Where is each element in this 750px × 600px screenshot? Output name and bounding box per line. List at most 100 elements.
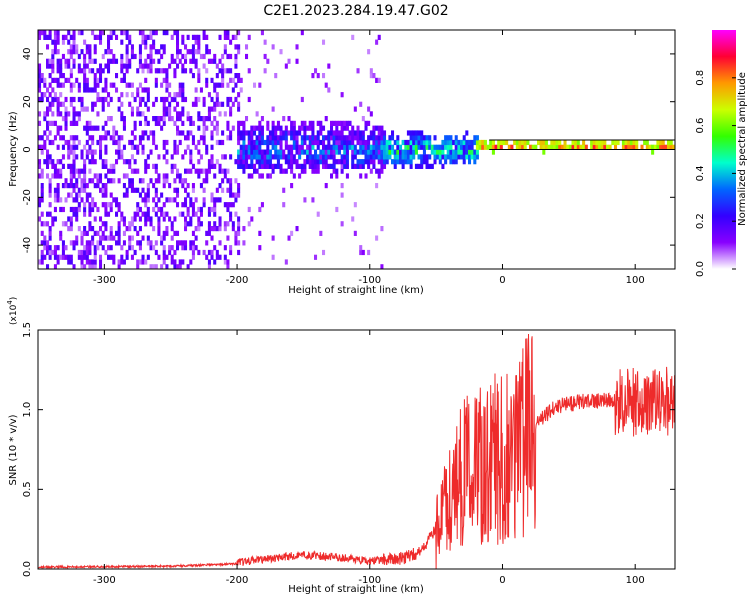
spectrogram-cell [117, 106, 121, 112]
spectrogram-cell [274, 130, 278, 136]
spectrogram-cell [380, 125, 384, 131]
spectrogram-cell [170, 163, 174, 169]
spectrogram-cell [197, 116, 201, 122]
spectrogram-cell [234, 211, 238, 217]
spectrogram-cell [157, 254, 161, 260]
spectrogram-cell [178, 49, 182, 55]
spectrogram-cell [72, 183, 76, 189]
spectrogram-cell [391, 149, 395, 155]
spectrogram-cell [552, 144, 556, 150]
spectrogram-cell [77, 30, 81, 36]
spectrogram-cell [80, 68, 84, 74]
spectrogram-cell [64, 197, 68, 203]
spectrogram-cell [64, 116, 68, 122]
spectrogram-cell [290, 149, 294, 155]
spectrogram-cell [64, 221, 68, 227]
spectrogram-cell [452, 149, 456, 155]
spectrogram-cell [88, 68, 92, 74]
spectrogram-cell [75, 44, 79, 50]
spectrogram-cell [412, 149, 416, 155]
spectrogram-cell [199, 154, 203, 160]
spectrogram-cell [229, 53, 233, 60]
spectrogram-cell [449, 135, 453, 141]
spectrogram-cell [85, 106, 89, 112]
spectrogram-cell [322, 139, 326, 146]
spectrogram-cell [367, 163, 371, 169]
spectrogram-cell [292, 120, 296, 126]
spectrogram-cell [109, 245, 113, 251]
spectrogram-cell [306, 154, 310, 160]
spectrogram-cell [213, 206, 217, 213]
spectrogram-cell [205, 125, 209, 131]
spectrogram-cell [104, 173, 108, 179]
spectrogram-cell [88, 264, 92, 269]
spectrogram-cell [207, 249, 211, 256]
spectrogram-cell [396, 154, 400, 160]
spectrogram-cell [162, 216, 166, 222]
spectrogram-cell [107, 49, 111, 55]
spectrogram-cell [221, 154, 225, 160]
spectrogram-cell [385, 159, 389, 165]
spectrogram-cell [104, 211, 108, 217]
spectrogram-cell [247, 135, 251, 141]
spectrogram-cell [51, 111, 55, 117]
spectrogram-cell [380, 163, 384, 169]
spectrogram-cell [197, 168, 201, 174]
spectrogram-cell [205, 230, 209, 236]
spectrogram-cell [61, 240, 65, 246]
spectrogram-cell [369, 168, 373, 174]
spectrogram-cell [210, 130, 214, 136]
spectrogram-cell [69, 240, 73, 246]
spectrogram-cell [69, 53, 73, 60]
spectrogram-cell [91, 149, 95, 155]
spectrogram-cell [258, 163, 262, 169]
spectrogram-cell [43, 144, 47, 150]
spectrogram-cell [391, 130, 395, 136]
spectrogram-cell [303, 130, 307, 136]
spectrogram-cell [72, 264, 76, 269]
spectrogram-cell [67, 144, 71, 150]
spectrogram-cell [191, 211, 195, 217]
spectrogram-cell [88, 58, 92, 64]
spectrogram-cell [85, 77, 89, 83]
spectrogram-cell [53, 34, 57, 40]
spectrogram-cell [157, 206, 161, 213]
spectrogram-cell [202, 202, 206, 208]
spectrogram-cell [157, 120, 161, 126]
spectrogram-cell [292, 159, 296, 165]
spectrogram-cell [276, 139, 280, 146]
spectrogram-cell [165, 106, 169, 112]
spectrogram-cell [53, 30, 57, 36]
spectrogram-cell [207, 211, 211, 217]
spectrogram-cell [136, 168, 140, 174]
spectrogram-cell [152, 139, 156, 146]
spectrogram-cell [279, 49, 283, 55]
spectrogram-cell [88, 249, 92, 256]
spectrogram-cell [197, 139, 201, 146]
spectrogram-cell [364, 159, 368, 165]
spectrogram-cell [138, 96, 142, 103]
spectrogram-cell [83, 249, 87, 256]
spectrogram-cell [53, 168, 57, 174]
spectrogram-cell [149, 178, 153, 184]
spectrogram-cell [80, 240, 84, 246]
spectrogram-cell [197, 226, 201, 232]
spectrogram-cell [258, 125, 262, 131]
spectrogram-cell [372, 135, 376, 141]
spectrogram-cell [109, 116, 113, 122]
spectrogram-cell [353, 230, 357, 236]
spectrogram-cell [149, 63, 153, 69]
spectrogram-cell [173, 163, 177, 169]
spectrogram-cell [136, 211, 140, 217]
spectrogram-cell [162, 139, 166, 146]
spectrogram-cell [189, 159, 193, 165]
spectrogram-x-ticks: -300 -200 -100 0 100 [93, 30, 645, 286]
spectrogram-cell [191, 245, 195, 251]
spectrogram-cell [271, 135, 275, 141]
spectrogram-cell [104, 221, 108, 227]
spectrogram-cell [414, 139, 418, 146]
spectrogram-cell [162, 30, 166, 36]
spectrogram-cell [77, 116, 81, 122]
spectrogram-cell [40, 192, 44, 198]
spectrogram-cell [343, 159, 347, 165]
